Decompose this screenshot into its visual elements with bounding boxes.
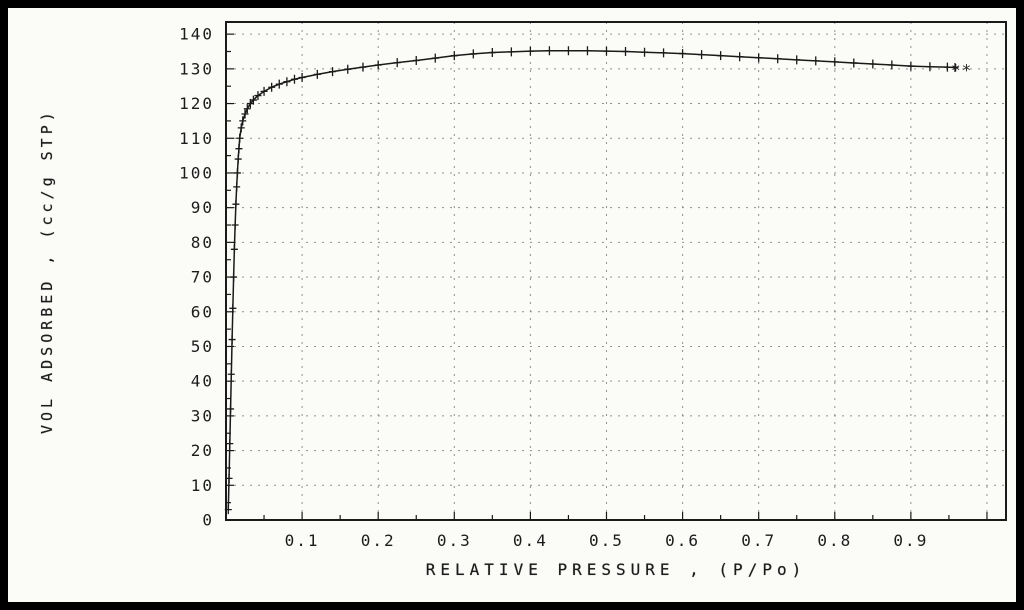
y-tick-label: 10: [191, 476, 214, 495]
data-point-marker: [233, 182, 241, 192]
data-point-marker: [736, 52, 744, 62]
data-point-marker: [225, 473, 233, 483]
data-point-marker: [755, 53, 763, 63]
data-point-marker: [545, 46, 553, 56]
isotherm-plot: 0 10 20 30 40 50 60 70 80 90 100 110 120 130 140 0.1 0.2…: [179, 21, 1007, 550]
data-point-marker: [374, 60, 382, 70]
y-tick-label: 110: [179, 129, 214, 148]
x-tick-label: 0.3: [437, 531, 472, 550]
y-tick-label: 50: [191, 337, 214, 356]
data-point-marker: [239, 116, 247, 126]
data-point-marker: [359, 62, 367, 72]
data-curve: [227, 50, 956, 510]
data-point-marker: [888, 60, 896, 70]
data-point-marker: [641, 47, 649, 57]
x-tick-label: 0.7: [741, 531, 776, 550]
x-tick-label: 0.6: [665, 531, 700, 550]
y-tick-label: 30: [191, 406, 214, 425]
data-point-marker: [229, 303, 237, 313]
y-tick-label: 70: [191, 268, 214, 287]
data-point-marker: [831, 57, 839, 67]
data-point-marker: [926, 62, 934, 72]
data-point-marker: [329, 67, 337, 77]
data-point-marker: [812, 56, 820, 66]
data-point-marker: [679, 49, 687, 59]
data-point-marker: [450, 51, 458, 61]
x-tick-label: 0.4: [513, 531, 548, 550]
y-tick-label: 0: [202, 511, 214, 530]
data-point-marker: [227, 369, 235, 379]
data-point-marker: [602, 46, 610, 56]
data-point-marker: [907, 61, 915, 71]
data-point-marker: [698, 50, 706, 60]
data-point-marker: [234, 154, 242, 164]
y-tick-label: 40: [191, 372, 214, 391]
data-point-marker: [237, 123, 245, 133]
data-point-marker: [235, 144, 243, 154]
x-tick-label: 0.8: [817, 531, 852, 550]
data-point-marker: [774, 54, 782, 64]
data-point-marker: [313, 69, 321, 79]
x-tick-label: 0.5: [589, 531, 624, 550]
data-point-marker: [583, 46, 591, 56]
data-point-marker: [227, 404, 235, 414]
data-point-marker: [260, 86, 268, 96]
x-tick-label: 0.9: [893, 531, 928, 550]
data-point-marker: [230, 272, 238, 282]
data-point-marker: [231, 220, 239, 230]
data-point-marker: [236, 133, 244, 143]
data-point-marker: [717, 51, 725, 61]
plot-frame: [225, 21, 1007, 521]
y-tick-label: 90: [191, 198, 214, 217]
data-point-marker: [344, 64, 352, 74]
data-point-marker: [622, 46, 630, 56]
data-point-marker: [488, 48, 496, 58]
data-point-marker: [507, 47, 515, 57]
data-point-marker: [249, 95, 257, 105]
data-point-marker: [283, 77, 291, 87]
data-point-marker: [393, 58, 401, 68]
y-tick-label: 130: [179, 59, 214, 78]
data-point-marker: [254, 91, 262, 101]
data-point-marker: [469, 49, 477, 59]
scanned-chart-page: VOL ADSORBED , (cc/g STP) 0 10 20 30 40 50 60 7…: [8, 8, 1016, 602]
data-point-marker: [241, 109, 249, 119]
end-marker: **: [951, 60, 972, 79]
data-point-marker: [850, 58, 858, 68]
y-tick-label: 60: [191, 302, 214, 321]
x-tick-label: 0.2: [361, 531, 396, 550]
y-tick-label: 80: [191, 233, 214, 252]
data-point-marker: [290, 74, 298, 84]
data-point-marker: [951, 62, 959, 72]
data-point-marker: [233, 168, 241, 178]
data-point-marker: [228, 335, 236, 345]
x-axis-title: RELATIVE PRESSURE , (P/Po): [425, 560, 807, 579]
data-point-marker: [526, 46, 534, 56]
data-point-marker: [224, 505, 232, 515]
x-tick-label: 0.1: [285, 531, 320, 550]
data-point-marker: [243, 104, 251, 114]
data-point-marker: [943, 62, 951, 72]
data-point-marker: [268, 82, 276, 92]
data-point-marker: [230, 244, 238, 254]
data-point-marker: [660, 48, 668, 58]
y-tick-label: 20: [191, 441, 214, 460]
data-point-marker: [232, 199, 240, 209]
y-tick-label: 140: [179, 25, 214, 44]
data-point-marker: [412, 56, 420, 66]
data-point-marker: [275, 79, 283, 89]
y-tick-label: 100: [179, 163, 214, 182]
data-point-marker: [869, 59, 877, 69]
y-tick-label: 120: [179, 94, 214, 113]
data-point-marker: [431, 53, 439, 63]
data-point-marker: [226, 439, 234, 449]
data-point-marker: [793, 55, 801, 65]
data-point-marker: [298, 73, 306, 83]
data-point-marker: [564, 46, 572, 56]
